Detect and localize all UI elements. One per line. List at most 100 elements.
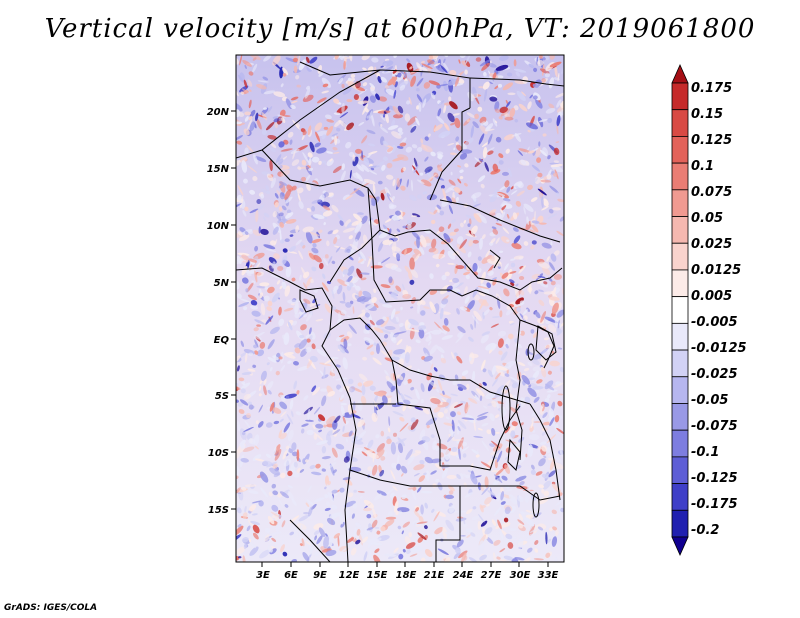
- velocity-blob: [355, 285, 361, 291]
- velocity-blob: [383, 111, 387, 115]
- velocity-blob: [340, 170, 346, 183]
- velocity-blob: [530, 329, 535, 334]
- velocity-blob: [410, 269, 419, 279]
- velocity-blob: [393, 547, 399, 553]
- velocity-blob: [359, 251, 367, 261]
- velocity-blob: [436, 388, 439, 393]
- velocity-blob: [244, 111, 251, 116]
- velocity-blob: [543, 291, 554, 295]
- velocity-blob: [509, 385, 512, 393]
- velocity-blob: [526, 216, 530, 225]
- velocity-blob: [470, 473, 478, 485]
- velocity-blob: [404, 351, 410, 364]
- velocity-blob: [247, 79, 253, 87]
- velocity-blob: [375, 343, 381, 355]
- velocity-blob: [283, 422, 291, 433]
- velocity-blob: [255, 420, 259, 425]
- velocity-blob: [423, 82, 431, 89]
- velocity-blob: [493, 539, 501, 546]
- velocity-blob: [491, 365, 497, 376]
- velocity-blob: [530, 383, 538, 389]
- velocity-blob: [478, 540, 485, 554]
- velocity-blob: [546, 389, 558, 393]
- velocity-blob: [557, 198, 564, 203]
- velocity-blob: [299, 274, 302, 281]
- velocity-blob: [313, 433, 318, 440]
- velocity-blob: [259, 549, 270, 559]
- velocity-blob: [423, 347, 430, 357]
- velocity-blob: [265, 121, 275, 131]
- velocity-blob: [243, 128, 250, 136]
- velocity-blob: [388, 416, 391, 427]
- velocity-blob: [275, 521, 281, 532]
- velocity-blob: [302, 245, 306, 249]
- velocity-blob: [557, 400, 563, 407]
- velocity-blob: [248, 504, 257, 512]
- velocity-blob: [313, 254, 322, 263]
- velocity-blob: [259, 341, 266, 349]
- velocity-blob: [553, 172, 558, 177]
- velocity-blob: [283, 468, 286, 474]
- velocity-blob: [518, 103, 528, 112]
- velocity-blob: [356, 296, 366, 302]
- velocity-blob: [382, 60, 394, 67]
- velocity-blob: [494, 101, 500, 111]
- velocity-blob: [438, 100, 445, 106]
- velocity-blob: [507, 92, 516, 96]
- velocity-blob: [273, 118, 280, 123]
- velocity-blob: [416, 94, 423, 103]
- velocity-blob: [408, 318, 419, 326]
- velocity-blob: [530, 224, 539, 233]
- velocity-blob: [339, 487, 345, 493]
- velocity-blob: [499, 310, 503, 318]
- velocity-blob: [303, 313, 308, 318]
- velocity-blob: [475, 388, 485, 397]
- velocity-blob: [456, 355, 463, 364]
- velocity-blob: [239, 227, 246, 233]
- velocity-blob: [380, 76, 388, 83]
- velocity-blob: [448, 428, 456, 436]
- velocity-blob: [426, 372, 433, 381]
- velocity-blob: [432, 253, 446, 259]
- velocity-blob: [455, 196, 459, 203]
- velocity-blob: [391, 131, 402, 139]
- velocity-blob: [241, 277, 249, 284]
- velocity-blob: [319, 362, 332, 366]
- velocity-blob: [483, 88, 488, 102]
- velocity-blob: [357, 400, 363, 411]
- velocity-blob: [418, 515, 424, 523]
- velocity-blob: [495, 431, 500, 434]
- velocity-blob: [237, 523, 242, 528]
- velocity-blob: [405, 365, 412, 371]
- velocity-blob: [500, 490, 505, 501]
- velocity-blob: [473, 213, 482, 223]
- velocity-blob: [466, 508, 473, 515]
- velocity-blob: [433, 511, 440, 522]
- velocity-blob: [415, 339, 421, 344]
- velocity-blob: [291, 159, 300, 166]
- velocity-blob: [269, 402, 275, 412]
- velocity-blob: [559, 216, 564, 222]
- velocity-blob: [339, 344, 349, 354]
- velocity-blob: [386, 174, 394, 180]
- velocity-blob: [274, 122, 278, 129]
- velocity-blob: [503, 517, 509, 523]
- lon-label-3e: 3E: [256, 570, 270, 581]
- velocity-blob: [473, 310, 482, 322]
- velocity-blob: [518, 265, 526, 274]
- velocity-blob: [527, 150, 535, 154]
- velocity-blob: [555, 498, 564, 507]
- velocity-blob: [278, 141, 285, 148]
- velocity-blob: [556, 104, 564, 113]
- velocity-blob: [504, 489, 513, 492]
- velocity-blob: [331, 260, 336, 265]
- velocity-blob: [455, 265, 465, 270]
- velocity-blob: [492, 260, 503, 267]
- velocity-blob: [527, 547, 533, 553]
- velocity-blob: [537, 188, 547, 196]
- velocity-blob: [305, 459, 309, 463]
- velocity-blob: [345, 420, 349, 425]
- velocity-blob: [285, 196, 293, 204]
- velocity-blob: [471, 449, 479, 455]
- velocity-blob: [505, 401, 511, 411]
